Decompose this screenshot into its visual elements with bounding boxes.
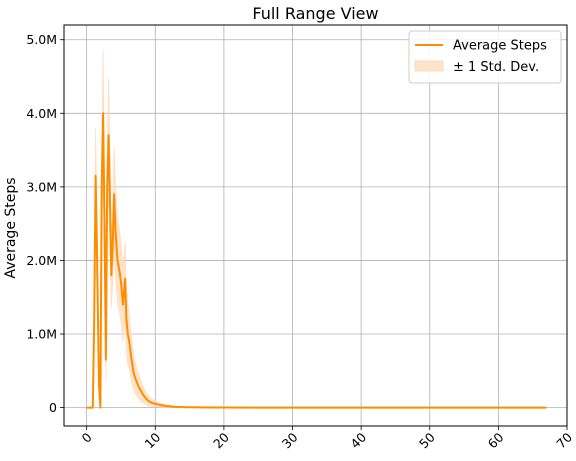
- y-tick-label: 0: [49, 400, 57, 415]
- grid: [64, 25, 568, 426]
- y-axis: 0 1.0M 2.0M 3.0M 4.0M 5.0M: [26, 32, 64, 415]
- x-tick-label: 50: [416, 429, 438, 451]
- x-tick-label: 10: [142, 429, 164, 451]
- y-tick-label: 4.0M: [26, 106, 57, 121]
- y-tick-label: 2.0M: [26, 253, 57, 268]
- legend: Average Steps ± 1 Std. Dev.: [408, 30, 562, 84]
- x-tick-label: 30: [279, 429, 301, 451]
- legend-label: ± 1 Std. Dev.: [453, 60, 539, 75]
- y-tick-label: 3.0M: [26, 179, 57, 194]
- x-tick-label: 0: [79, 429, 95, 445]
- average-steps-line: [86, 112, 547, 409]
- x-tick-label: 60: [485, 429, 507, 451]
- x-tick-label: 20: [210, 429, 232, 451]
- y-axis-label: Average Steps: [3, 177, 19, 278]
- x-tick-label: 70: [553, 429, 575, 451]
- legend-band-swatch: [414, 60, 444, 72]
- chart-title: Full Range View: [252, 4, 378, 23]
- y-tick-label: 5.0M: [26, 32, 57, 47]
- x-tick-label: 40: [347, 429, 369, 451]
- plot-frame: [63, 24, 568, 427]
- legend-box: [408, 30, 562, 84]
- x-axis: 0 10 20 30 40 50 60 70: [79, 426, 575, 451]
- legend-label: Average Steps: [453, 39, 547, 54]
- y-tick-label: 1.0M: [26, 327, 57, 342]
